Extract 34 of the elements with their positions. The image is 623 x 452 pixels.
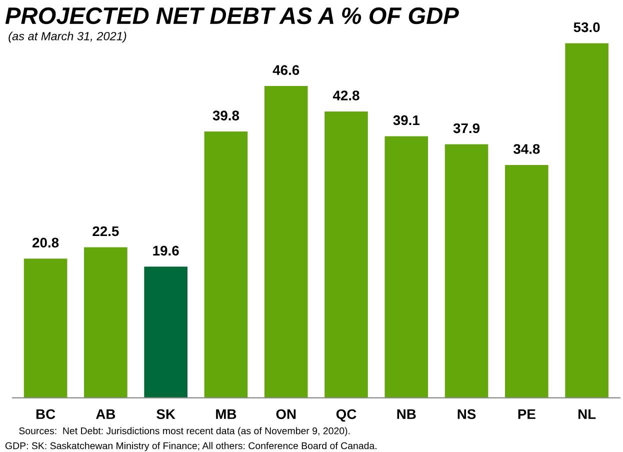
data-label: 22.5: [92, 226, 119, 236]
data-label: 53.0: [574, 22, 600, 32]
text: GDP: SK: Saskatchewan Ministry of Finance; All others: Conference Board of Canada.: [5, 442, 376, 452]
source-note: Sources: Net Debt: Jurisdictions most recent data (as of November 9, 2020).: [19, 427, 350, 436]
bar: [84, 247, 128, 398]
x-tick-label: SK: [156, 409, 176, 420]
x-tick-label: NS: [458, 409, 476, 420]
bar: [204, 132, 248, 398]
bar: [505, 164, 548, 398]
chart-title: PROJECTED NET DEBT AS A % OF GDP: [5, 7, 459, 24]
x-tick-label: PE: [518, 409, 536, 419]
chart-subtitle: (as at March 31, 2021): [8, 32, 126, 43]
x-tick-label: QC: [336, 409, 356, 422]
bar: [444, 144, 488, 398]
data-label: 37.9: [453, 123, 480, 134]
data-label: 42.8: [332, 90, 360, 100]
data-label: 39.8: [212, 110, 240, 120]
data-label: 19.6: [153, 246, 179, 256]
bar: [324, 111, 368, 398]
data-label: 20.8: [32, 238, 59, 248]
bar: [264, 86, 308, 398]
bar: [144, 266, 188, 398]
data-label: 39.1: [393, 115, 420, 126]
bar: [565, 43, 608, 398]
x-tick-label: ON: [276, 409, 296, 420]
data-label: 46.6: [272, 65, 300, 75]
x-tick-label: NL: [578, 409, 596, 419]
x-tick-label: MB: [216, 409, 236, 419]
data-label: 34.8: [513, 144, 540, 154]
x-tick-label: BC: [36, 409, 56, 420]
x-tick-label: AB: [96, 409, 116, 419]
bar: [24, 258, 68, 398]
x-tick-label: NB: [397, 409, 416, 419]
bar: [384, 136, 428, 398]
